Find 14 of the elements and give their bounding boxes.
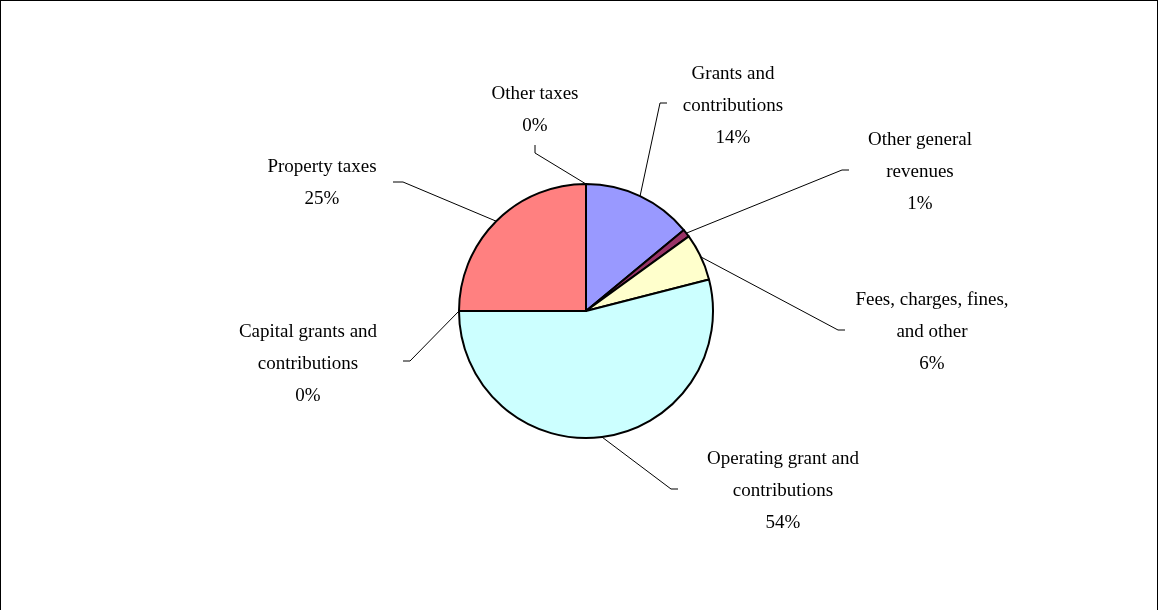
category-label: Capital grants and contributions (238, 319, 378, 373)
data-label: 54% (765, 510, 801, 532)
text: 0% (295, 383, 321, 405)
data-label: 6% (919, 351, 945, 373)
slice-label: Other general revenues (868, 127, 972, 181)
data-label: 25% (304, 186, 340, 208)
slice-label: Grants and contributions (682, 61, 784, 115)
slice-label: Fees, charges, fines, and other (855, 287, 1009, 341)
category-label: Other taxes (491, 81, 579, 103)
text: 0% (522, 113, 548, 135)
data-label: 14% (715, 125, 751, 147)
slice-label: Operating grant and contributions (707, 446, 860, 500)
data-label: 1% (907, 191, 933, 213)
slice-label: Property taxes (267, 154, 377, 176)
